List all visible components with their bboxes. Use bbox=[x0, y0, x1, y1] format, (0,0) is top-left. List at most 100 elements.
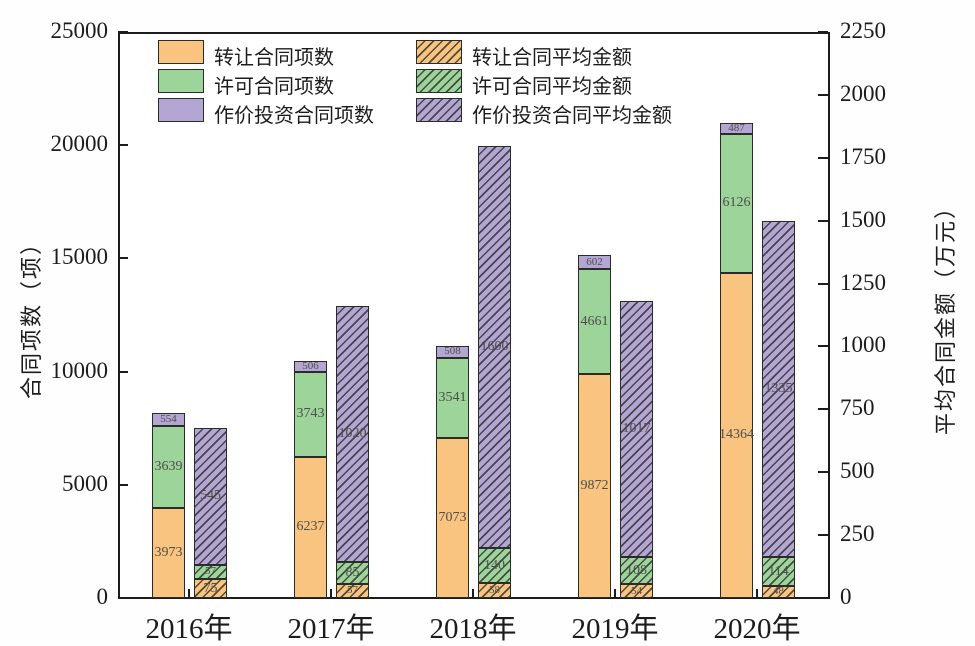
y-axis-tick-right bbox=[818, 534, 828, 537]
bar-segment-investment-count-2016年: 554 bbox=[152, 413, 185, 426]
bar-value-label: 602 bbox=[586, 255, 603, 268]
bar-value-label: 1017 bbox=[622, 421, 651, 437]
bar-value-label: 57 bbox=[205, 565, 216, 578]
bar-segment-investment-count-2017年: 506 bbox=[294, 359, 327, 373]
legend-swatch-investment-count bbox=[158, 98, 204, 122]
x-axis-tick bbox=[472, 589, 474, 598]
bar-segment-license-amount-2016年: 57 bbox=[194, 564, 227, 580]
y-tick-label-right: 2250 bbox=[840, 18, 886, 43]
y-axis-tick-right bbox=[818, 156, 828, 159]
bar-segment-transfer-amount-2020年: 48 bbox=[762, 585, 795, 598]
bar-segment-investment-amount-2020年: 1335 bbox=[762, 221, 795, 558]
y-tick-label-left: 5000 bbox=[62, 470, 108, 496]
x-axis-tick bbox=[188, 589, 190, 598]
bar-value-label: 9872 bbox=[580, 478, 609, 494]
bar-value-label: 108 bbox=[626, 562, 647, 578]
x-tick-label: 2018年 bbox=[429, 613, 517, 645]
bar-segment-license-count-2017年: 3743 bbox=[294, 372, 327, 457]
bar-value-label: 506 bbox=[302, 359, 319, 372]
y-tick-label-left: 20000 bbox=[50, 131, 109, 157]
legend-label-transfer-amount: 转让合同平均金额 bbox=[472, 47, 632, 69]
legend-label-transfer-count: 转让合同项数 bbox=[214, 47, 334, 69]
y-tick-label-right: 0 bbox=[840, 584, 852, 609]
y-axis-tick-left bbox=[118, 597, 128, 599]
bar-segment-license-amount-2018年: 140 bbox=[478, 548, 511, 584]
bar-segment-investment-amount-2016年: 545 bbox=[194, 427, 227, 565]
y-tick-label-left: 25000 bbox=[50, 18, 109, 43]
bar-value-label: 545 bbox=[200, 488, 221, 504]
bar-value-label: 7073 bbox=[438, 509, 467, 525]
bar-segment-license-count-2018年: 3541 bbox=[436, 357, 469, 438]
x-axis-tick bbox=[756, 589, 758, 598]
bar-segment-transfer-count-2020年: 14364 bbox=[719, 272, 754, 598]
y-tick-label-right: 1500 bbox=[840, 206, 886, 232]
y-axis-tick-right bbox=[818, 471, 828, 474]
x-axis-tick bbox=[330, 589, 332, 598]
legend-label-investment-count: 作价投资合同项数 bbox=[214, 105, 374, 127]
bar-segment-transfer-count-2018年: 7073 bbox=[436, 437, 469, 598]
right-axis-title: 平均合同金额（万元） bbox=[933, 194, 958, 436]
y-axis-tick-right bbox=[818, 408, 828, 411]
legend-swatch-transfer-amount bbox=[416, 40, 462, 64]
bar-value-label: 54 bbox=[631, 584, 642, 597]
bar-value-label: 1600 bbox=[480, 338, 509, 354]
y-axis-tick-left bbox=[118, 144, 128, 147]
bar-value-label: 140 bbox=[484, 557, 505, 573]
bar-segment-license-count-2020年: 6126 bbox=[720, 134, 753, 273]
legend-swatch-investment-amount bbox=[416, 98, 462, 122]
bar-segment-investment-amount-2017年: 1020 bbox=[336, 305, 369, 563]
bar-segment-investment-amount-2018年: 1600 bbox=[478, 145, 511, 549]
legend-label-investment-amount: 作价投资合同平均金额 bbox=[472, 105, 672, 127]
bar-segment-transfer-amount-2017年: 57 bbox=[336, 583, 369, 598]
x-axis-tick bbox=[614, 589, 616, 598]
y-axis-tick-right bbox=[818, 219, 828, 222]
bar-value-label: 14364 bbox=[719, 427, 754, 443]
bar-segment-transfer-amount-2018年: 58 bbox=[478, 583, 511, 598]
y-axis-tick-left bbox=[118, 483, 128, 486]
bar-value-label: 3743 bbox=[296, 406, 325, 422]
bar-value-label: 6237 bbox=[296, 519, 325, 535]
y-axis-tick-right bbox=[818, 93, 828, 96]
bar-segment-license-amount-2017年: 85 bbox=[336, 562, 369, 584]
y-tick-label-right: 1250 bbox=[840, 269, 886, 295]
bar-value-label: 508 bbox=[444, 345, 461, 358]
x-tick-label: 2016年 bbox=[145, 613, 233, 645]
y-axis-tick-right bbox=[818, 282, 828, 285]
bar-value-label: 57 bbox=[347, 584, 358, 597]
bar-value-label: 4661 bbox=[580, 313, 609, 329]
bar-segment-transfer-count-2017年: 6237 bbox=[294, 456, 327, 598]
bar-value-label: 48 bbox=[773, 585, 784, 598]
y-tick-label-right: 500 bbox=[840, 458, 875, 484]
bar-segment-investment-count-2019年: 602 bbox=[578, 255, 611, 269]
bar-value-label: 3973 bbox=[154, 545, 183, 561]
bar-value-label: 554 bbox=[160, 412, 177, 425]
x-tick-label: 2019年 bbox=[571, 613, 659, 645]
y-axis-tick-left bbox=[118, 257, 128, 260]
y-tick-label-right: 250 bbox=[840, 521, 875, 547]
bar-segment-investment-count-2018年: 508 bbox=[436, 346, 469, 358]
y-tick-label-left: 0 bbox=[96, 584, 109, 609]
y-tick-label-right: 2000 bbox=[840, 80, 886, 106]
bar-value-label: 75 bbox=[203, 580, 218, 596]
bar-value-label: 1020 bbox=[338, 425, 367, 441]
legend-swatch-license-count bbox=[158, 69, 204, 93]
y-axis-tick-left bbox=[118, 370, 128, 373]
bar-value-label: 1335 bbox=[764, 381, 793, 397]
bar-value-label: 3639 bbox=[154, 458, 183, 474]
y-tick-label-left: 15000 bbox=[50, 244, 109, 270]
y-tick-label-right: 1750 bbox=[840, 143, 886, 169]
legend-label-license-count: 许可合同项数 bbox=[214, 76, 334, 98]
y-tick-label-left: 10000 bbox=[50, 357, 109, 383]
bar-segment-license-count-2019年: 4661 bbox=[578, 268, 611, 375]
bar-value-label: 58 bbox=[489, 584, 500, 597]
y-tick-label-right: 1000 bbox=[840, 332, 886, 358]
bar-value-label: 487 bbox=[728, 122, 745, 135]
y-axis-tick-right bbox=[818, 31, 828, 33]
bar-value-label: 85 bbox=[345, 564, 360, 580]
bar-segment-transfer-amount-2019年: 54 bbox=[620, 584, 653, 598]
bar-value-label: 3541 bbox=[438, 389, 467, 405]
legend-swatch-transfer-count bbox=[158, 40, 204, 64]
bar-segment-license-count-2016年: 3639 bbox=[152, 425, 185, 509]
bar-segment-license-amount-2020年: 114 bbox=[762, 557, 795, 586]
